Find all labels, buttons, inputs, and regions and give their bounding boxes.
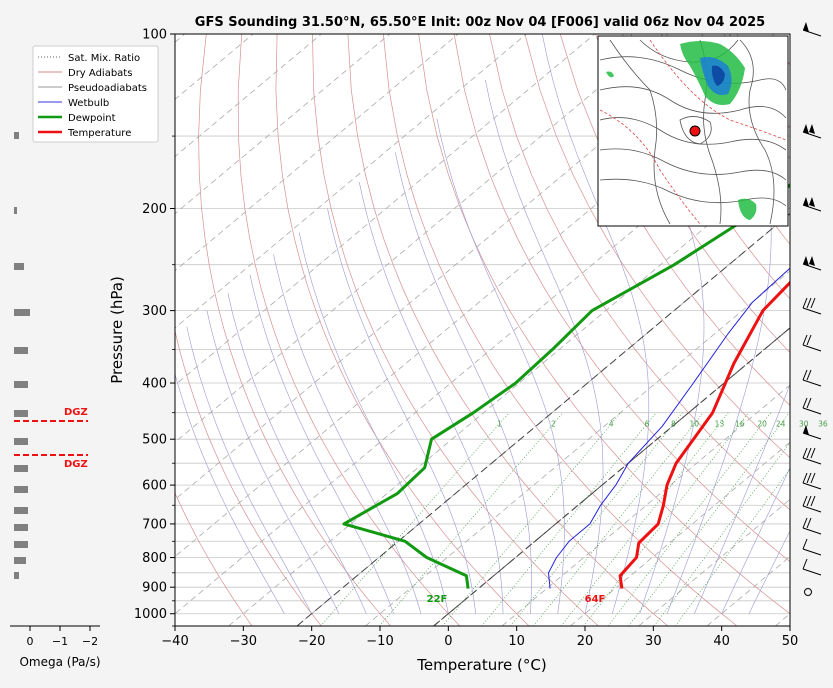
x-tick-label: 40 [713, 634, 730, 649]
y-axis-label: Pressure (hPa) [108, 276, 126, 384]
omega-bar [14, 309, 30, 316]
omega-bar [14, 507, 28, 514]
mixing-ratio-label: 36 [818, 420, 828, 429]
y-tick-label: 400 [142, 377, 167, 392]
temp-surface-label: 64F [585, 594, 606, 605]
x-tick-label: 20 [577, 634, 594, 649]
legend-label-pseudoadiabats: Pseudoadiabats [68, 83, 147, 94]
legend-label-dewpoint: Dewpoint [68, 113, 116, 124]
omega-bar [14, 486, 28, 493]
location-marker [690, 126, 700, 136]
mixing-ratio-label: 4 [609, 420, 614, 429]
omega-bar [14, 438, 28, 445]
omega-tick-label: −2 [82, 635, 98, 648]
omega-axis-label: Omega (Pa/s) [19, 655, 100, 669]
omega-tick-label: 0 [27, 635, 34, 648]
dgz-lower-label: DGZ [64, 459, 88, 470]
x-tick-label: −30 [230, 634, 257, 649]
omega-bar [14, 572, 19, 579]
y-tick-label: 900 [142, 581, 167, 596]
omega-bar [14, 263, 24, 270]
x-tick-label: −20 [298, 634, 325, 649]
y-tick-label: 300 [142, 304, 167, 319]
y-tick-label: 800 [142, 551, 167, 566]
omega-bar [14, 410, 28, 417]
omega-tick-label: −1 [52, 635, 68, 648]
mixing-ratio-label: 20 [757, 420, 767, 429]
y-tick-label: 1000 [134, 607, 167, 622]
y-tick-label: 100 [142, 28, 167, 43]
legend-label-temperature: Temperature [67, 128, 131, 139]
omega-bar [14, 207, 17, 214]
omega-bar [14, 557, 26, 564]
y-tick-label: 600 [142, 479, 167, 494]
x-tick-label: 10 [508, 634, 525, 649]
mixing-ratio-label: 10 [690, 420, 700, 429]
mixing-ratio-label: 24 [776, 420, 786, 429]
mixing-ratio-label: 2 [551, 420, 556, 429]
mixing-ratio-label: 1 [497, 420, 502, 429]
omega-bar [14, 132, 19, 139]
legend-label-dry-adiabats: Dry Adiabats [68, 68, 132, 79]
legend: Sat. Mix. Ratio Dry Adiabats Pseudoadiab… [33, 46, 158, 142]
x-tick-label: 0 [444, 634, 452, 649]
dgz-upper-label: DGZ [64, 407, 88, 418]
omega-bar [14, 524, 28, 531]
omega-bar [14, 465, 28, 472]
chart-title: GFS Sounding 31.50°N, 65.50°E Init: 00z … [195, 15, 765, 30]
legend-label-mixing-ratio: Sat. Mix. Ratio [68, 53, 140, 64]
omega-bar [14, 381, 28, 388]
legend-label-wetbulb: Wetbulb [68, 98, 109, 109]
mixing-ratio-label: 16 [735, 420, 745, 429]
x-axis-label: Temperature (°C) [416, 656, 546, 674]
y-tick-label: 500 [142, 433, 167, 448]
dewpoint-surface-label: 22F [427, 594, 448, 605]
y-tick-label: 200 [142, 202, 167, 217]
y-tick-label: 700 [142, 517, 167, 532]
x-tick-label: 30 [645, 634, 662, 649]
x-tick-label: 50 [782, 634, 799, 649]
x-tick-label: −10 [366, 634, 393, 649]
mixing-ratio-label: 8 [671, 420, 676, 429]
x-tick-label: −40 [161, 634, 188, 649]
mixing-ratio-label: 30 [799, 420, 809, 429]
omega-bar [14, 347, 28, 354]
inset-map [598, 36, 788, 226]
omega-bar [14, 541, 28, 548]
mixing-ratio-label: 13 [715, 420, 725, 429]
mixing-ratio-label: 6 [645, 420, 650, 429]
